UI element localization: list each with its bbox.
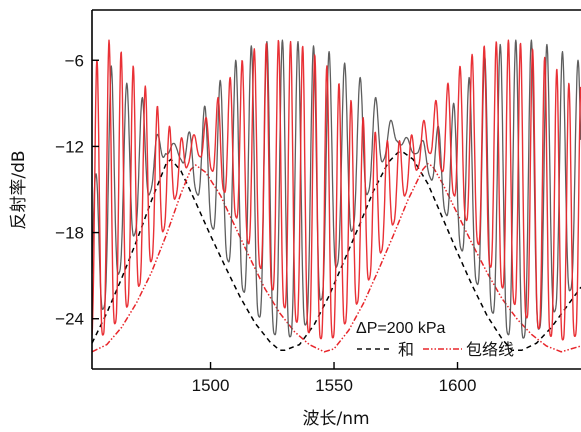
- envelope-peak-point: [326, 65, 327, 66]
- envelope-dashdot-line: [92, 162, 581, 353]
- sum-peak-point: [577, 60, 578, 61]
- sum-peak-point: [391, 120, 392, 121]
- sum-peak-point: [266, 41, 267, 42]
- sum-peak-point: [546, 44, 547, 45]
- envelope-peak-point: [266, 42, 267, 43]
- envelope-spectrum-line: [92, 39, 581, 341]
- ticks: 1500 1550 1600 −6 −12 −18 −24: [55, 51, 476, 395]
- sum-peak-point: [220, 80, 221, 81]
- envelope-peak-point: [351, 100, 352, 101]
- sum-peak-point: [344, 63, 345, 64]
- envelope-peak-point: [375, 132, 376, 133]
- envelope-peak-point: [568, 83, 569, 84]
- envelope-peak-point: [387, 140, 388, 141]
- sum-peak-point: [469, 77, 470, 78]
- envelope-peak-point: [459, 65, 460, 66]
- envelope-peak-point: [532, 48, 533, 49]
- sum-peak-point: [531, 40, 532, 41]
- y-tick-label: −12: [55, 137, 84, 156]
- sum-peak-point: [453, 103, 454, 104]
- sum-peak-point: [189, 132, 190, 133]
- envelope-peak-point: [254, 48, 255, 49]
- envelope-peak-point: [145, 86, 146, 87]
- envelope-peak-point: [230, 77, 231, 78]
- envelope-peak-point: [423, 120, 424, 121]
- sum-peak-point: [515, 40, 516, 41]
- sum-peak-point: [437, 126, 438, 127]
- envelope-peak-point: [411, 134, 412, 135]
- sum-peak-point: [360, 77, 361, 78]
- envelope-peak-point: [399, 140, 400, 141]
- envelope-peak-point: [508, 40, 509, 41]
- axes: [91, 9, 581, 370]
- y-tick-label: −6: [65, 51, 84, 70]
- x-tick-label: 1600: [439, 376, 477, 395]
- envelope-peak-point: [520, 42, 521, 43]
- sum-peak-point: [142, 97, 143, 98]
- sum-peak-point: [500, 44, 501, 45]
- sum-peak-point: [375, 97, 376, 98]
- envelope-peak-point: [278, 40, 279, 41]
- envelope-peak-point: [157, 106, 158, 107]
- envelope-peak-point: [193, 134, 194, 135]
- envelope-peak-point: [544, 57, 545, 58]
- envelope-peak-point: [496, 41, 497, 42]
- sum-peak-point: [235, 60, 236, 61]
- sum-peak-point: [173, 143, 174, 144]
- y-tick-label: −18: [55, 224, 84, 243]
- sum-peak-point: [313, 45, 314, 46]
- sum-peak-point: [111, 65, 112, 66]
- envelope-peak-point: [242, 60, 243, 61]
- envelope-peak-point: [363, 117, 364, 118]
- sum-peak-point: [329, 51, 330, 52]
- sum-peak-point: [562, 51, 563, 52]
- envelope-peak-point: [302, 45, 303, 46]
- sum-peak-point: [157, 134, 158, 135]
- envelope-peak-point: [217, 97, 218, 98]
- envelope-peak-point: [338, 83, 339, 84]
- x-tick-label: 1500: [192, 376, 230, 395]
- envelope-peak-point: [121, 51, 122, 52]
- envelope-peak-point: [314, 54, 315, 55]
- envelope-peak-point: [556, 68, 557, 69]
- envelope-peak-point: [472, 54, 473, 55]
- envelope-peak-point: [133, 65, 134, 66]
- envelope-peak-point: [435, 100, 436, 101]
- sum-peak-point: [204, 106, 205, 107]
- legend-sum-label: 和: [398, 340, 414, 359]
- sum-peak-point: [251, 45, 252, 46]
- envelope-peak-point: [108, 40, 109, 41]
- pressure-label: ΔP=200 kPa: [356, 320, 446, 337]
- series-group: [92, 39, 581, 353]
- envelope-peak-point: [447, 83, 448, 84]
- x-tick-label: 1550: [315, 376, 353, 395]
- sum-peak-point: [484, 57, 485, 58]
- envelope-peak-point: [205, 117, 206, 118]
- sum-envelope-line: [92, 151, 581, 352]
- y-axis-title: 反射率/dB: [9, 150, 29, 229]
- envelope-peak-point: [484, 45, 485, 46]
- legend-envelope-label: 包络线: [466, 340, 514, 359]
- sum-peak-point: [406, 137, 407, 138]
- sum-peak-point: [422, 140, 423, 141]
- sum-peak-point: [126, 83, 127, 84]
- sum-peak-point: [282, 40, 283, 41]
- envelope-peak-point: [169, 126, 170, 127]
- x-axis-title: 波长/nm: [302, 409, 369, 429]
- y-tick-label: −24: [55, 310, 84, 329]
- envelope-peak-point: [290, 41, 291, 42]
- envelope-peak-point: [181, 137, 182, 138]
- sum-peak-point: [95, 175, 96, 176]
- annotation-box: ΔP=200 kPa 和 包络线: [356, 320, 514, 359]
- sum-peak-point: [297, 41, 298, 42]
